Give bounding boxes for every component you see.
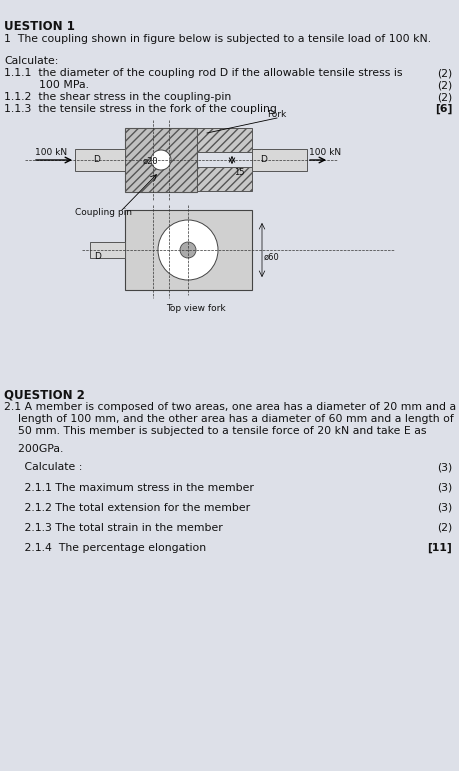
Text: D: D <box>94 252 101 261</box>
Text: 2.1.4  The percentage elongation: 2.1.4 The percentage elongation <box>14 543 206 553</box>
Text: D: D <box>93 155 100 164</box>
Text: QUESTION 2: QUESTION 2 <box>4 388 85 401</box>
Circle shape <box>151 150 171 170</box>
Text: 1.1.2  the shear stress in the coupling-pin: 1.1.2 the shear stress in the coupling-p… <box>4 92 231 102</box>
Text: 1  The coupling shown in figure below is subjected to a tensile load of 100 kN.: 1 The coupling shown in figure below is … <box>4 34 431 44</box>
Text: 2.1.2 The total extension for the member: 2.1.2 The total extension for the member <box>14 503 250 513</box>
Circle shape <box>158 220 218 280</box>
Text: 200GPa.: 200GPa. <box>4 444 63 454</box>
Bar <box>90 242 125 258</box>
Bar <box>197 128 252 152</box>
Text: 100 kN: 100 kN <box>309 148 341 157</box>
Text: 50 mm. This member is subjected to a tensile force of 20 kN and take E as: 50 mm. This member is subjected to a ten… <box>4 426 426 436</box>
Text: Top view fork: Top view fork <box>166 304 226 313</box>
Text: 100 kN: 100 kN <box>35 148 67 157</box>
Text: [6]: [6] <box>435 104 452 114</box>
Text: (3): (3) <box>437 483 452 493</box>
Text: UESTION 1: UESTION 1 <box>4 20 75 33</box>
Text: (3): (3) <box>437 503 452 513</box>
Text: length of 100 mm, and the other area has a diameter of 60 mm and a length of: length of 100 mm, and the other area has… <box>4 414 454 424</box>
Text: (2): (2) <box>437 68 452 78</box>
Bar <box>252 149 307 171</box>
Text: Coupling pin: Coupling pin <box>75 208 132 217</box>
Bar <box>75 149 125 171</box>
Bar <box>125 210 252 290</box>
Text: (2): (2) <box>437 92 452 102</box>
Text: 2.1.3 The total strain in the member: 2.1.3 The total strain in the member <box>14 523 223 533</box>
Text: 100 MPa.: 100 MPa. <box>4 80 89 90</box>
Text: Fork: Fork <box>267 110 286 119</box>
Text: 1.1.1  the diameter of the coupling rod D if the allowable tensile stress is: 1.1.1 the diameter of the coupling rod D… <box>4 68 403 78</box>
Text: 2.1.1 The maximum stress in the member: 2.1.1 The maximum stress in the member <box>14 483 254 493</box>
Text: Calculate:: Calculate: <box>4 56 58 66</box>
Text: 2.1 A member is composed of two areas, one area has a diameter of 20 mm and a: 2.1 A member is composed of two areas, o… <box>4 402 456 412</box>
Text: (2): (2) <box>437 523 452 533</box>
Bar <box>197 167 252 191</box>
Text: D: D <box>260 155 267 164</box>
Text: [11]: [11] <box>427 543 452 554</box>
Text: (3): (3) <box>437 462 452 472</box>
Text: 15: 15 <box>234 168 245 177</box>
Text: ø60: ø60 <box>264 253 280 262</box>
Bar <box>125 128 197 192</box>
Text: 1.1.3  the tensile stress in the fork of the coupling: 1.1.3 the tensile stress in the fork of … <box>4 104 277 114</box>
Text: Calculate :: Calculate : <box>14 462 82 472</box>
Circle shape <box>180 242 196 258</box>
Text: (2): (2) <box>437 80 452 90</box>
Text: ø20: ø20 <box>143 157 159 166</box>
